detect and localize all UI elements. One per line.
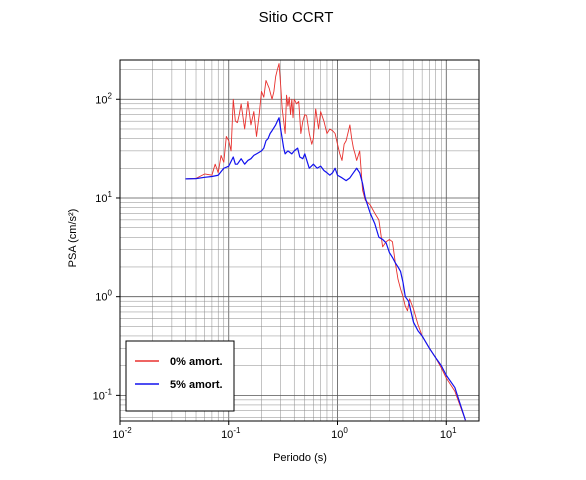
x-axis-label: Periodo (s) [273,452,327,464]
legend-label-0-amort: 0% amort. [170,356,223,368]
y-tick-label: 10-1 [93,387,113,402]
chart-title: Sitio CCRT [259,9,334,26]
y-tick-label: 101 [95,190,112,205]
plot-frame [119,59,480,422]
series-layer [185,63,466,421]
x-tick-label: 100 [331,426,348,441]
grid [119,60,480,421]
x-tick-label: 10-2 [112,426,132,441]
series-line-0-amort [185,63,466,421]
legend: 0% amort. 5% amort. [125,340,235,412]
x-tick-label: 101 [440,426,457,441]
y-axis-label: PSA (cm/s²) [67,209,79,268]
series-line-5-amort [185,117,466,421]
y-tick-label: 102 [95,91,112,106]
x-tick-label: 10-1 [221,426,241,441]
legend-label-5-amort: 5% amort. [170,379,223,391]
y-tick-label: 100 [95,289,112,304]
legend-box [125,340,235,412]
tick-labels: 10-2 10-1 100 101 10-1 100 101 102 [93,91,458,441]
